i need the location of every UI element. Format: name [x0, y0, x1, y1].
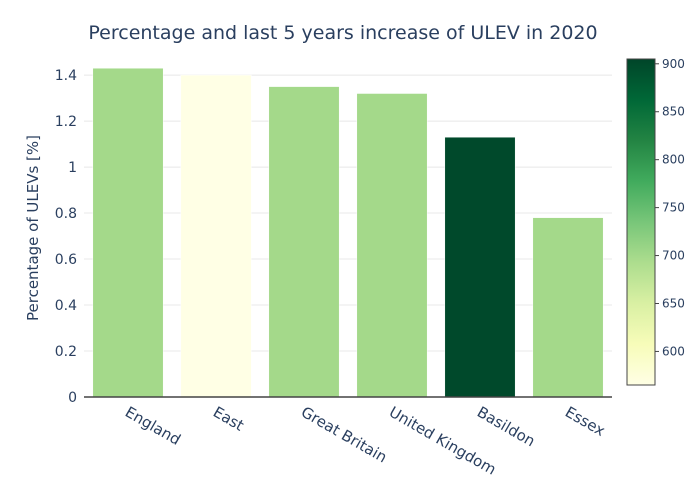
- y-tick-label: 0.6: [55, 252, 77, 268]
- y-tick-label: 0.4: [55, 298, 77, 314]
- bar-united-kingdom: [356, 93, 428, 398]
- chart-title: Percentage and last 5 years increase of …: [88, 22, 597, 44]
- bar-england: [92, 67, 164, 398]
- bar-essex: [532, 217, 604, 398]
- x-tick-label: East: [210, 403, 247, 435]
- colorbar-tick-label: 900: [662, 57, 685, 71]
- y-tick-label: 1.2: [55, 114, 77, 130]
- y-axis-title: Percentage of ULEVs [%]: [24, 135, 42, 321]
- colorbar-tick-label: 650: [662, 297, 685, 311]
- y-tick-label: 1: [68, 160, 77, 176]
- colorbar-tick-label: 800: [662, 153, 685, 167]
- y-tick-label: 0.8: [55, 206, 77, 222]
- bars: [92, 67, 604, 398]
- y-axis: 0 0.2 0.4 0.6 0.8 1 1.2 1.4: [55, 68, 77, 406]
- colorbar-tick-label: 700: [662, 249, 685, 263]
- bar-great-britain: [268, 86, 340, 398]
- colorbar-tick-label: 850: [662, 105, 685, 119]
- x-tick-label: England: [122, 403, 184, 449]
- colorbar: 600 650 700 750 800 850 900: [626, 57, 685, 386]
- y-tick-label: 0.2: [55, 344, 77, 360]
- x-tick-label: Essex: [562, 403, 608, 440]
- colorbar-tick-label: 750: [662, 201, 685, 215]
- x-tick-label: Basildon: [474, 403, 538, 451]
- bar-east: [180, 74, 252, 398]
- colorbar-gradient: [626, 58, 656, 386]
- y-tick-label: 0: [68, 390, 77, 406]
- colorbar-tick-label: 600: [662, 344, 685, 358]
- y-tick-label: 1.4: [55, 68, 77, 84]
- x-tick-label: Great Britain: [298, 403, 390, 467]
- bar-basildon: [444, 136, 516, 398]
- gridlines: [84, 74, 612, 352]
